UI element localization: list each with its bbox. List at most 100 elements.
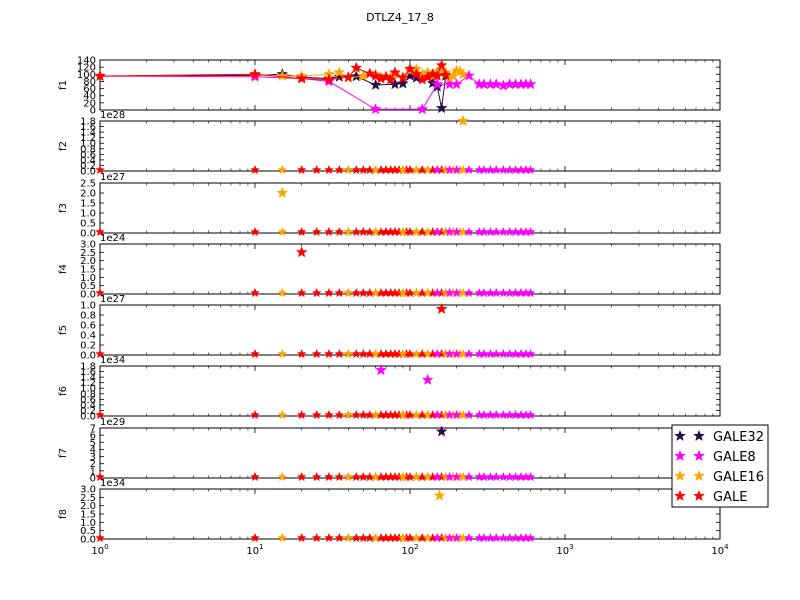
plot-frame [99, 182, 721, 234]
data-point [343, 409, 354, 420]
data-point [435, 101, 448, 114]
plot-frame [99, 304, 721, 356]
series-GALE16 [433, 489, 446, 501]
subplot-f3: 0.00.51.01.52.02.5 f3 1e27 [58, 172, 721, 240]
legend: GALE32 GALE8 GALE16 GALE [671, 424, 769, 508]
y-tick-label: 1.5 [80, 265, 96, 276]
data-point [422, 287, 433, 298]
data-point [463, 409, 474, 420]
y-tick-label: 0 [90, 106, 96, 117]
legend-entry: GALE16 [674, 469, 764, 485]
data-point [311, 226, 322, 237]
data-point [451, 287, 462, 298]
data-point [95, 226, 105, 237]
data-point [439, 68, 452, 81]
y-tick-label: 0.5 [80, 281, 96, 292]
baseline-points [95, 287, 536, 298]
y-axis-label: f5 [58, 325, 69, 335]
y-tick-label: 0.8 [80, 311, 96, 322]
data-point [411, 348, 422, 359]
y-tick-label: 0.4 [80, 155, 96, 166]
data-point [411, 532, 422, 543]
data-point [276, 186, 289, 199]
y-tick-label: 0.8 [80, 144, 96, 155]
y-tick-label: 2.5 [80, 493, 96, 504]
data-point [94, 69, 106, 82]
data-point [363, 67, 376, 79]
data-point [369, 69, 382, 82]
data-point [490, 78, 503, 90]
y-tick-label: 1.4 [80, 128, 96, 139]
plot-frame [99, 120, 721, 172]
y-tick-label: 0.5 [80, 526, 96, 537]
data-point [334, 471, 345, 482]
data-point [451, 226, 462, 237]
data-point [311, 164, 322, 175]
y-tick-label: 0.0 [80, 351, 96, 362]
data-point [311, 287, 322, 298]
y-tick-label: 0.4 [80, 400, 96, 411]
legend-marker [693, 449, 705, 462]
series-GALE16 [276, 186, 289, 199]
data-point [350, 61, 363, 73]
y-tick-label: 1.6 [80, 122, 96, 133]
x-tick-label: 101 [246, 543, 263, 557]
data-point [295, 72, 308, 84]
subplot-f2: 0.00.20.40.60.81.01.21.41.61.8 f2 1e28 [58, 110, 721, 178]
data-point [525, 287, 536, 298]
data-point [296, 471, 307, 482]
y-tick-label: 5 [90, 438, 96, 449]
data-point [323, 73, 335, 85]
series-GALE16 [457, 114, 469, 127]
y-tick-label: 3.0 [80, 485, 96, 496]
y-tick-label: 1.8 [80, 362, 96, 373]
data-point [343, 164, 354, 175]
data-point [421, 373, 434, 385]
y-tick-label: 0.0 [80, 167, 96, 178]
data-point [95, 164, 105, 175]
data-point [334, 226, 345, 237]
y-axis-exponent: 1e24 [100, 233, 125, 244]
legend-marker [674, 469, 686, 482]
y-tick-label: 0.5 [80, 219, 96, 230]
y-tick-label: 1 [90, 466, 96, 477]
y-tick-label: 3.0 [80, 240, 96, 251]
data-point [411, 471, 422, 482]
plot-frame [99, 427, 721, 479]
legend-marker [674, 429, 686, 442]
data-point [431, 78, 444, 90]
legend-label: GALE [713, 490, 747, 505]
data-point [323, 471, 334, 482]
y-tick-label: 0.0 [80, 229, 96, 240]
y-axis-label: f6 [58, 386, 69, 396]
data-point [250, 471, 260, 482]
data-point [422, 226, 433, 237]
data-point [323, 287, 334, 298]
data-point [343, 287, 354, 298]
data-point [250, 409, 260, 420]
baseline-points [95, 532, 536, 543]
y-tick-label: 2 [90, 459, 96, 470]
y-tick-label: 1.6 [80, 367, 96, 378]
data-point [433, 489, 446, 501]
y-tick-label: 1.5 [80, 510, 96, 521]
y-tick-label: 0.6 [80, 321, 96, 332]
data-point [95, 348, 105, 359]
data-point [311, 348, 322, 359]
y-axis-exponent: 1e27 [100, 294, 125, 305]
data-point [296, 532, 307, 543]
y-tick-label: 0.8 [80, 389, 96, 400]
data-point [334, 532, 345, 543]
legend-entry: GALE32 [674, 429, 764, 445]
data-point [411, 226, 422, 237]
data-point [525, 226, 536, 237]
y-axis-label: f7 [58, 448, 69, 458]
baseline-points [95, 164, 536, 175]
data-point [432, 348, 443, 359]
data-point [422, 164, 433, 175]
data-point [250, 532, 260, 543]
data-point [422, 348, 433, 359]
y-tick-label: 0.6 [80, 150, 96, 161]
